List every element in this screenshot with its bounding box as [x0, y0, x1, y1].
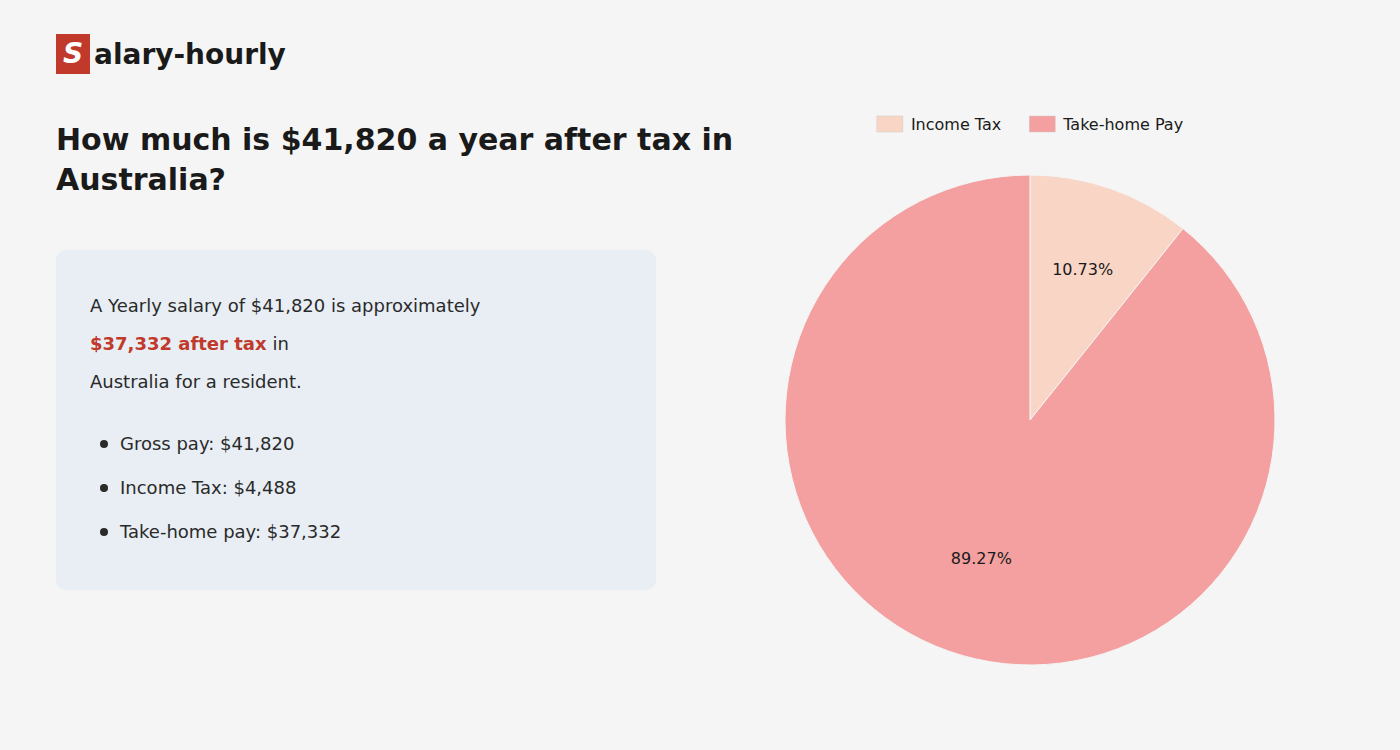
title: How much is $41,820 a year after tax in A… [56, 122, 733, 197]
legend-swatch [1029, 116, 1055, 132]
pie-slice [785, 175, 1275, 665]
background [0, 0, 1400, 750]
data-label: 10.73% [1052, 260, 1113, 279]
pie [785, 175, 1275, 665]
bullet-dot [100, 440, 108, 448]
bullet-text: Gross pay: $41,820 [120, 433, 294, 454]
legend-label: Take-home Pay [1062, 115, 1183, 134]
info-highlight: $37,332 after tax [90, 333, 267, 354]
logo-letter: S [63, 37, 83, 70]
legend: Income Tax Take-home Pay [877, 115, 1183, 134]
chart-container: Salary-hourly How much is $41,820 a year … [0, 0, 1400, 750]
info-text: in [273, 333, 289, 354]
logo-box [56, 34, 90, 74]
info-box [56, 250, 656, 590]
bullet-dot [100, 528, 108, 536]
data-label: 89.27% [951, 549, 1012, 568]
logo-text: alary-hourly [94, 38, 286, 71]
info-text: Australia for a resident. [90, 371, 302, 392]
legend-swatch [877, 116, 903, 132]
info-text: A Yearly salary of $41,820 is approximat… [90, 295, 481, 316]
legend-label: Income Tax [911, 115, 1001, 134]
title-line: Australia? [56, 162, 226, 197]
info-line: $37,332 after tax in [90, 333, 289, 354]
title-line: How much is $41,820 a year after tax in [56, 122, 733, 157]
chart-svg: Salary-hourly How much is $41,820 a year … [0, 0, 1400, 750]
bullet-text: Income Tax: $4,488 [120, 477, 296, 498]
bullet-text: Take-home pay: $37,332 [119, 521, 341, 542]
bullet-dot [100, 484, 108, 492]
